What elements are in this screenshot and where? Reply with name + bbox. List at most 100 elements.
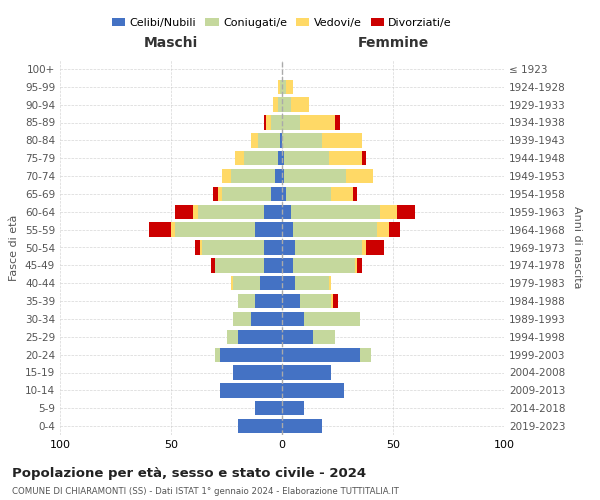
Bar [282,383,344,398]
Bar [238,330,282,344]
Bar [266,116,271,130]
Bar [313,330,335,344]
Bar [264,258,282,272]
Bar [220,383,282,398]
Bar [329,276,331,290]
Bar [295,276,329,290]
Bar [286,80,293,94]
Bar [220,348,282,362]
Bar [282,133,322,148]
Bar [264,240,282,254]
Y-axis label: Fasce di età: Fasce di età [10,214,19,280]
Bar [213,187,218,201]
Bar [280,133,282,148]
Bar [280,80,282,94]
Bar [362,151,367,166]
Text: Femmine: Femmine [358,36,428,50]
Bar [282,116,300,130]
Bar [282,187,286,201]
Bar [282,204,291,219]
Bar [300,294,331,308]
Bar [233,312,251,326]
Bar [233,276,260,290]
Bar [193,204,197,219]
Bar [238,294,256,308]
Bar [284,151,329,166]
Bar [278,151,282,166]
Bar [257,133,280,148]
Bar [397,204,415,219]
Text: Maschi: Maschi [144,36,198,50]
Bar [218,187,222,201]
Bar [282,151,284,166]
Bar [256,401,282,415]
Bar [282,419,322,433]
Bar [200,240,202,254]
Bar [282,348,360,362]
Bar [331,294,333,308]
Bar [244,151,278,166]
Bar [278,80,280,94]
Bar [222,169,231,183]
Bar [295,240,362,254]
Bar [362,240,367,254]
Bar [286,187,331,201]
Bar [149,222,171,237]
Bar [282,330,313,344]
Bar [233,366,282,380]
Bar [282,294,300,308]
Bar [331,187,353,201]
Bar [282,258,293,272]
Bar [284,169,346,183]
Bar [282,80,286,94]
Bar [175,222,256,237]
Bar [282,401,304,415]
Bar [333,294,337,308]
Bar [196,240,200,254]
Bar [389,222,400,237]
Bar [175,204,193,219]
Bar [278,98,282,112]
Bar [273,98,278,112]
Bar [377,222,389,237]
Bar [251,312,282,326]
Bar [282,312,304,326]
Bar [282,98,291,112]
Bar [358,258,362,272]
Text: COMUNE DI CHIARAMONTI (SS) - Dati ISTAT 1° gennaio 2024 - Elaborazione TUTTITALI: COMUNE DI CHIARAMONTI (SS) - Dati ISTAT … [12,488,399,496]
Bar [264,116,266,130]
Bar [291,204,380,219]
Bar [322,133,362,148]
Bar [235,151,244,166]
Bar [346,169,373,183]
Bar [353,187,358,201]
Y-axis label: Anni di nascita: Anni di nascita [572,206,582,289]
Bar [282,169,284,183]
Text: Popolazione per età, sesso e stato civile - 2024: Popolazione per età, sesso e stato civil… [12,468,366,480]
Bar [202,240,264,254]
Bar [256,294,282,308]
Bar [256,222,282,237]
Bar [264,204,282,219]
Bar [335,116,340,130]
Bar [300,116,335,130]
Bar [291,98,308,112]
Bar [360,348,371,362]
Bar [282,276,295,290]
Bar [211,258,215,272]
Bar [282,366,331,380]
Bar [171,222,175,237]
Bar [215,348,220,362]
Bar [271,187,282,201]
Bar [329,151,362,166]
Bar [260,276,282,290]
Bar [215,258,264,272]
Bar [197,204,264,219]
Bar [231,169,275,183]
Bar [231,276,233,290]
Bar [275,169,282,183]
Bar [367,240,384,254]
Bar [293,222,377,237]
Bar [251,133,257,148]
Bar [271,116,282,130]
